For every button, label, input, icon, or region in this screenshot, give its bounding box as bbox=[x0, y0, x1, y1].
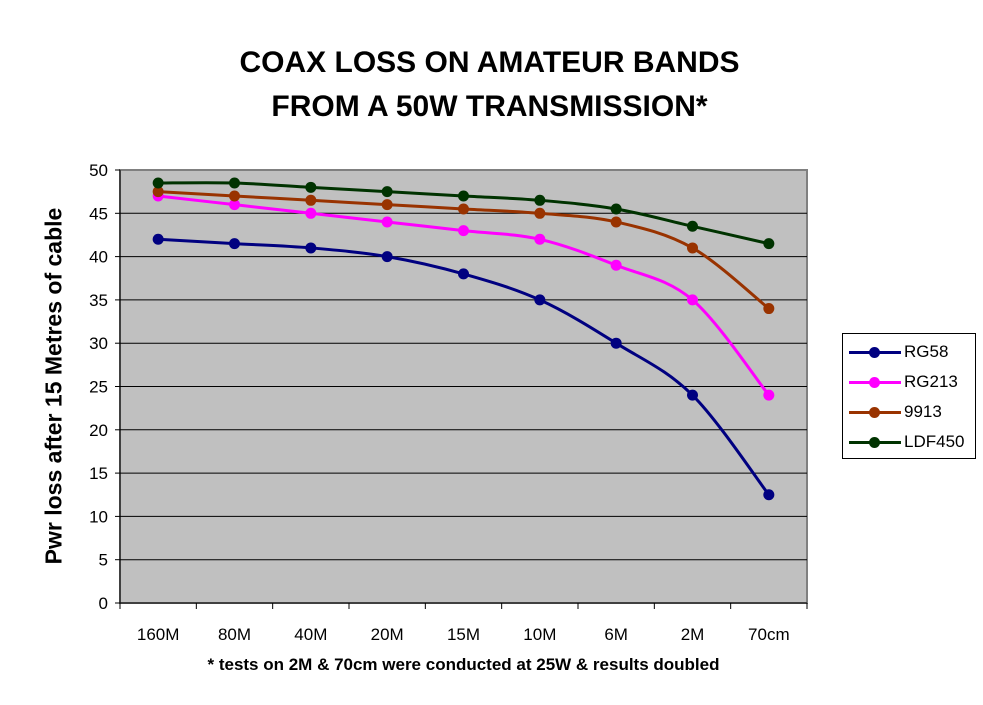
legend-marker bbox=[869, 436, 880, 448]
data-point-rg213 bbox=[381, 216, 393, 228]
data-point-rg213 bbox=[534, 233, 546, 245]
legend-label: RG213 bbox=[904, 372, 958, 391]
y-tick-label: 15 bbox=[89, 464, 108, 483]
y-tick-label: 5 bbox=[99, 551, 108, 570]
data-point-ldf450 bbox=[687, 220, 698, 232]
data-point-ldf450 bbox=[763, 238, 775, 250]
y-tick-label: 30 bbox=[89, 334, 108, 353]
legend-item-rg58: RG58 bbox=[849, 338, 948, 366]
y-tick-label: 25 bbox=[89, 378, 108, 397]
legend: RG58 RG213 9913 LDF450 bbox=[842, 333, 976, 459]
data-point-9913 bbox=[534, 207, 546, 219]
data-point-rg58 bbox=[458, 268, 469, 280]
x-tick-label: 80M bbox=[218, 625, 251, 644]
y-tick-label: 20 bbox=[89, 421, 108, 440]
legend-item-9913: 9913 bbox=[849, 398, 942, 426]
data-point-rg213 bbox=[763, 389, 775, 401]
legend-swatch bbox=[849, 436, 901, 448]
footnote: * tests on 2M & 70cm were conducted at 2… bbox=[207, 655, 720, 674]
y-tick-label: 35 bbox=[89, 291, 108, 310]
y-tick-label: 10 bbox=[89, 507, 108, 526]
x-tick-label: 15M bbox=[447, 625, 480, 644]
data-point-rg58 bbox=[229, 238, 240, 250]
data-point-9913 bbox=[152, 186, 164, 198]
y-tick-label: 45 bbox=[89, 204, 108, 223]
chart-title-line-2: FROM A 50W TRANSMISSION* bbox=[271, 90, 708, 123]
legend-label: RG58 bbox=[904, 342, 949, 361]
y-tick-label: 40 bbox=[89, 248, 108, 267]
y-tick-label: 50 bbox=[89, 161, 108, 180]
data-point-rg213 bbox=[305, 207, 317, 219]
data-point-rg58 bbox=[534, 294, 546, 306]
x-tick-label: 20M bbox=[371, 625, 404, 644]
data-point-9913 bbox=[610, 216, 622, 228]
data-point-ldf450 bbox=[381, 186, 393, 198]
data-point-9913 bbox=[687, 242, 698, 254]
data-point-9913 bbox=[381, 199, 393, 211]
data-point-ldf450 bbox=[458, 190, 469, 202]
data-point-rg58 bbox=[381, 251, 393, 263]
data-point-rg58 bbox=[610, 337, 622, 349]
data-point-rg213 bbox=[229, 199, 240, 211]
legend-swatch bbox=[849, 406, 901, 418]
data-point-rg213 bbox=[610, 259, 622, 271]
data-point-rg58 bbox=[687, 389, 698, 401]
x-tick-label: 6M bbox=[604, 625, 628, 644]
x-tick-label: 70cm bbox=[748, 625, 790, 644]
data-point-ldf450 bbox=[229, 177, 240, 189]
x-tick-label: 160M bbox=[137, 625, 180, 644]
legend-label: 9913 bbox=[904, 402, 942, 421]
legend-item-rg213: RG213 bbox=[849, 368, 958, 396]
legend-label: LDF450 bbox=[904, 432, 965, 451]
data-point-ldf450 bbox=[152, 177, 164, 189]
data-point-ldf450 bbox=[534, 194, 546, 206]
legend-marker bbox=[869, 406, 880, 418]
data-point-rg213 bbox=[458, 225, 469, 237]
y-tick-label: 0 bbox=[99, 594, 108, 613]
data-point-rg58 bbox=[152, 233, 164, 245]
x-tick-label: 2M bbox=[681, 625, 705, 644]
chart-title-line-1: COAX LOSS ON AMATEUR BANDS bbox=[239, 46, 740, 79]
x-tick-label: 40M bbox=[294, 625, 327, 644]
legend-marker bbox=[869, 376, 880, 388]
legend-item-ldf450: LDF450 bbox=[849, 428, 964, 456]
data-point-rg58 bbox=[305, 242, 317, 254]
data-point-ldf450 bbox=[305, 181, 317, 193]
data-point-9913 bbox=[763, 303, 775, 315]
data-point-9913 bbox=[458, 203, 469, 215]
data-point-9913 bbox=[305, 194, 317, 206]
legend-swatch bbox=[849, 346, 901, 358]
data-point-9913 bbox=[229, 190, 240, 202]
data-point-ldf450 bbox=[610, 203, 622, 215]
data-point-rg58 bbox=[763, 489, 775, 501]
legend-marker bbox=[869, 346, 880, 358]
data-point-rg213 bbox=[687, 294, 698, 306]
x-tick-label: 10M bbox=[523, 625, 556, 644]
legend-swatch bbox=[849, 376, 901, 388]
